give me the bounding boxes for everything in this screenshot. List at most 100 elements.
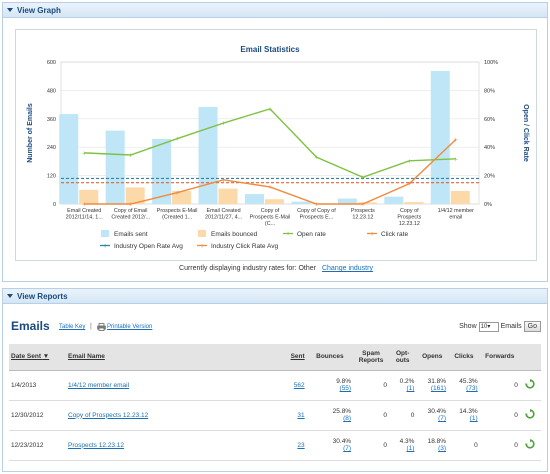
y2-tick-label: 60% <box>484 117 495 123</box>
email-name-link[interactable]: 1/4/12 member email <box>68 381 130 389</box>
bar-emails-sent <box>337 198 357 204</box>
reports-panel-header[interactable]: View Reports <box>2 288 548 304</box>
header-bounces: Bounces <box>306 344 354 371</box>
optouts-count-link[interactable]: (1) <box>406 445 415 452</box>
point-marker: + <box>175 190 179 197</box>
email-name-link[interactable]: Prospects 12.23.12 <box>68 441 125 449</box>
sent-count-link[interactable]: 562 <box>293 381 305 389</box>
table-key-link[interactable]: Table Key <box>59 324 86 330</box>
sent-count-link[interactable]: 23 <box>297 441 305 449</box>
x-tick-label: Prospects E-Mail <box>250 215 291 221</box>
point-marker: + <box>129 202 133 209</box>
sort-desc-icon: ▼ <box>42 353 50 361</box>
y2-tick-label: 0% <box>484 202 492 208</box>
x-tick-label: 2012/11/14, 1... <box>66 215 103 221</box>
go-button[interactable]: Go <box>523 321 541 332</box>
x-tick-label: Prospects <box>397 215 421 221</box>
point-marker: + <box>407 181 411 188</box>
y-tick-label: 480 <box>47 88 56 94</box>
industry-rates-text: Currently displaying industry rates for:… <box>179 265 316 272</box>
header-email-name[interactable]: Email Name <box>66 344 278 371</box>
header-sent[interactable]: Sent <box>277 344 307 371</box>
sent-count-link[interactable]: 31 <box>297 411 305 419</box>
point-marker: + <box>454 156 458 163</box>
clicks-pct: 0 <box>474 441 478 449</box>
optouts-cell: 0.2% (1) <box>388 370 417 401</box>
point-marker: + <box>407 158 411 165</box>
y2-tick-label: 80% <box>484 88 495 94</box>
legend-marker: + <box>370 231 374 238</box>
opens-cell: 18.8% (3) <box>416 430 449 461</box>
x-tick-label: 12.23.12 <box>352 215 373 221</box>
point-marker: + <box>361 175 365 182</box>
y-tick-label: 240 <box>47 145 56 151</box>
graph-panel-title: View Graph <box>17 5 61 15</box>
y-axis-title: Number of Emails <box>27 103 34 163</box>
refresh-icon[interactable] <box>525 439 536 449</box>
graph-panel-header[interactable]: View Graph <box>2 2 548 18</box>
optouts-count-link[interactable]: (1) <box>406 385 415 392</box>
show-count-control: Show 10 ▾ Emails Go <box>459 321 541 332</box>
show-label: Show <box>459 323 477 330</box>
triangle-down-icon <box>7 294 13 298</box>
separator: | <box>90 323 92 330</box>
bar-emails-sent <box>430 70 450 204</box>
legend-label: Click rate <box>381 231 408 238</box>
y2-tick-label: 20% <box>484 174 495 180</box>
header-opens: Opens <box>416 344 449 371</box>
bounces-cell: 25.8% (8) <box>306 400 354 431</box>
optouts-pct: 0 <box>410 411 415 419</box>
date-sent-cell: 12/23/2012 <box>9 430 66 461</box>
point-marker: + <box>82 150 86 157</box>
bounces-cell: 30.4% (7) <box>306 430 354 461</box>
bounces-count-link[interactable]: (7) <box>343 445 352 452</box>
point-marker: + <box>129 153 133 160</box>
bounces-count-link[interactable]: (8) <box>343 415 352 422</box>
bar-emails-sent <box>384 196 404 204</box>
bounces-pct: 9.8% <box>336 378 352 385</box>
bar-emails-sent <box>198 106 218 204</box>
opens-count-link[interactable]: (161) <box>430 385 447 392</box>
table-row: 1/4/2013 1/4/12 member email 562 9.8% (55) 0 0… <box>9 370 541 401</box>
opens-pct: 31.8% <box>427 378 447 385</box>
email-name-link[interactable]: Copy of Prospects 12.23.12 <box>68 411 149 419</box>
x-tick-label: Prospects E-Mail <box>157 208 198 214</box>
legend-marker: + <box>286 231 290 238</box>
spam-cell: 0 <box>353 400 389 431</box>
x-tick-label: Created 2012/... <box>111 215 150 221</box>
opens-cell: 30.4% (7) <box>416 400 449 431</box>
point-marker: + <box>268 106 272 113</box>
bar-emails-bounced <box>218 188 238 204</box>
bounces-count-link[interactable]: (55) <box>339 385 352 392</box>
forwards-cell: 0 <box>479 400 520 431</box>
point-marker: + <box>222 121 226 128</box>
x-tick-label: (Created 1... <box>162 215 192 221</box>
bar-emails-bounced <box>450 190 470 204</box>
clicks-cell: 45.3% (73) <box>448 370 480 401</box>
bar-emails-sent <box>59 114 79 204</box>
table-row: 12/23/2012 Prospects 12.23.12 23 30.4% (7) 0 4… <box>9 430 541 461</box>
refresh-icon[interactable] <box>525 409 536 419</box>
show-count-select[interactable]: 10 ▾ <box>478 321 499 332</box>
header-date-sent[interactable]: Date Sent ▼ <box>9 344 66 371</box>
legend-marker: + <box>103 243 107 250</box>
clicks-count-link[interactable]: (73) <box>466 385 478 392</box>
refresh-icon[interactable] <box>525 379 536 389</box>
printer-icon[interactable] <box>97 323 106 331</box>
clicks-pct: 14.3% <box>459 408 478 415</box>
opens-count-link[interactable]: (7) <box>438 415 447 422</box>
opens-count-link[interactable]: (3) <box>438 445 447 452</box>
printable-version-link[interactable]: Printable Version <box>107 324 153 330</box>
emails-title: Emails <box>11 319 50 333</box>
point-marker: + <box>268 184 272 191</box>
legend-swatch <box>198 230 206 237</box>
header-spam-reports: Spam Reports <box>353 344 389 371</box>
optouts-cell: 0 <box>388 400 417 431</box>
point-marker: + <box>82 202 86 209</box>
x-tick-label: Copy of Email <box>114 208 148 214</box>
change-industry-link[interactable]: Change industry <box>321 265 373 272</box>
forwards-cell: 0 <box>479 370 520 401</box>
point-marker: + <box>314 202 318 209</box>
clicks-count-link[interactable]: (1) <box>469 415 478 422</box>
chart-title: Email Statistics <box>240 45 300 54</box>
